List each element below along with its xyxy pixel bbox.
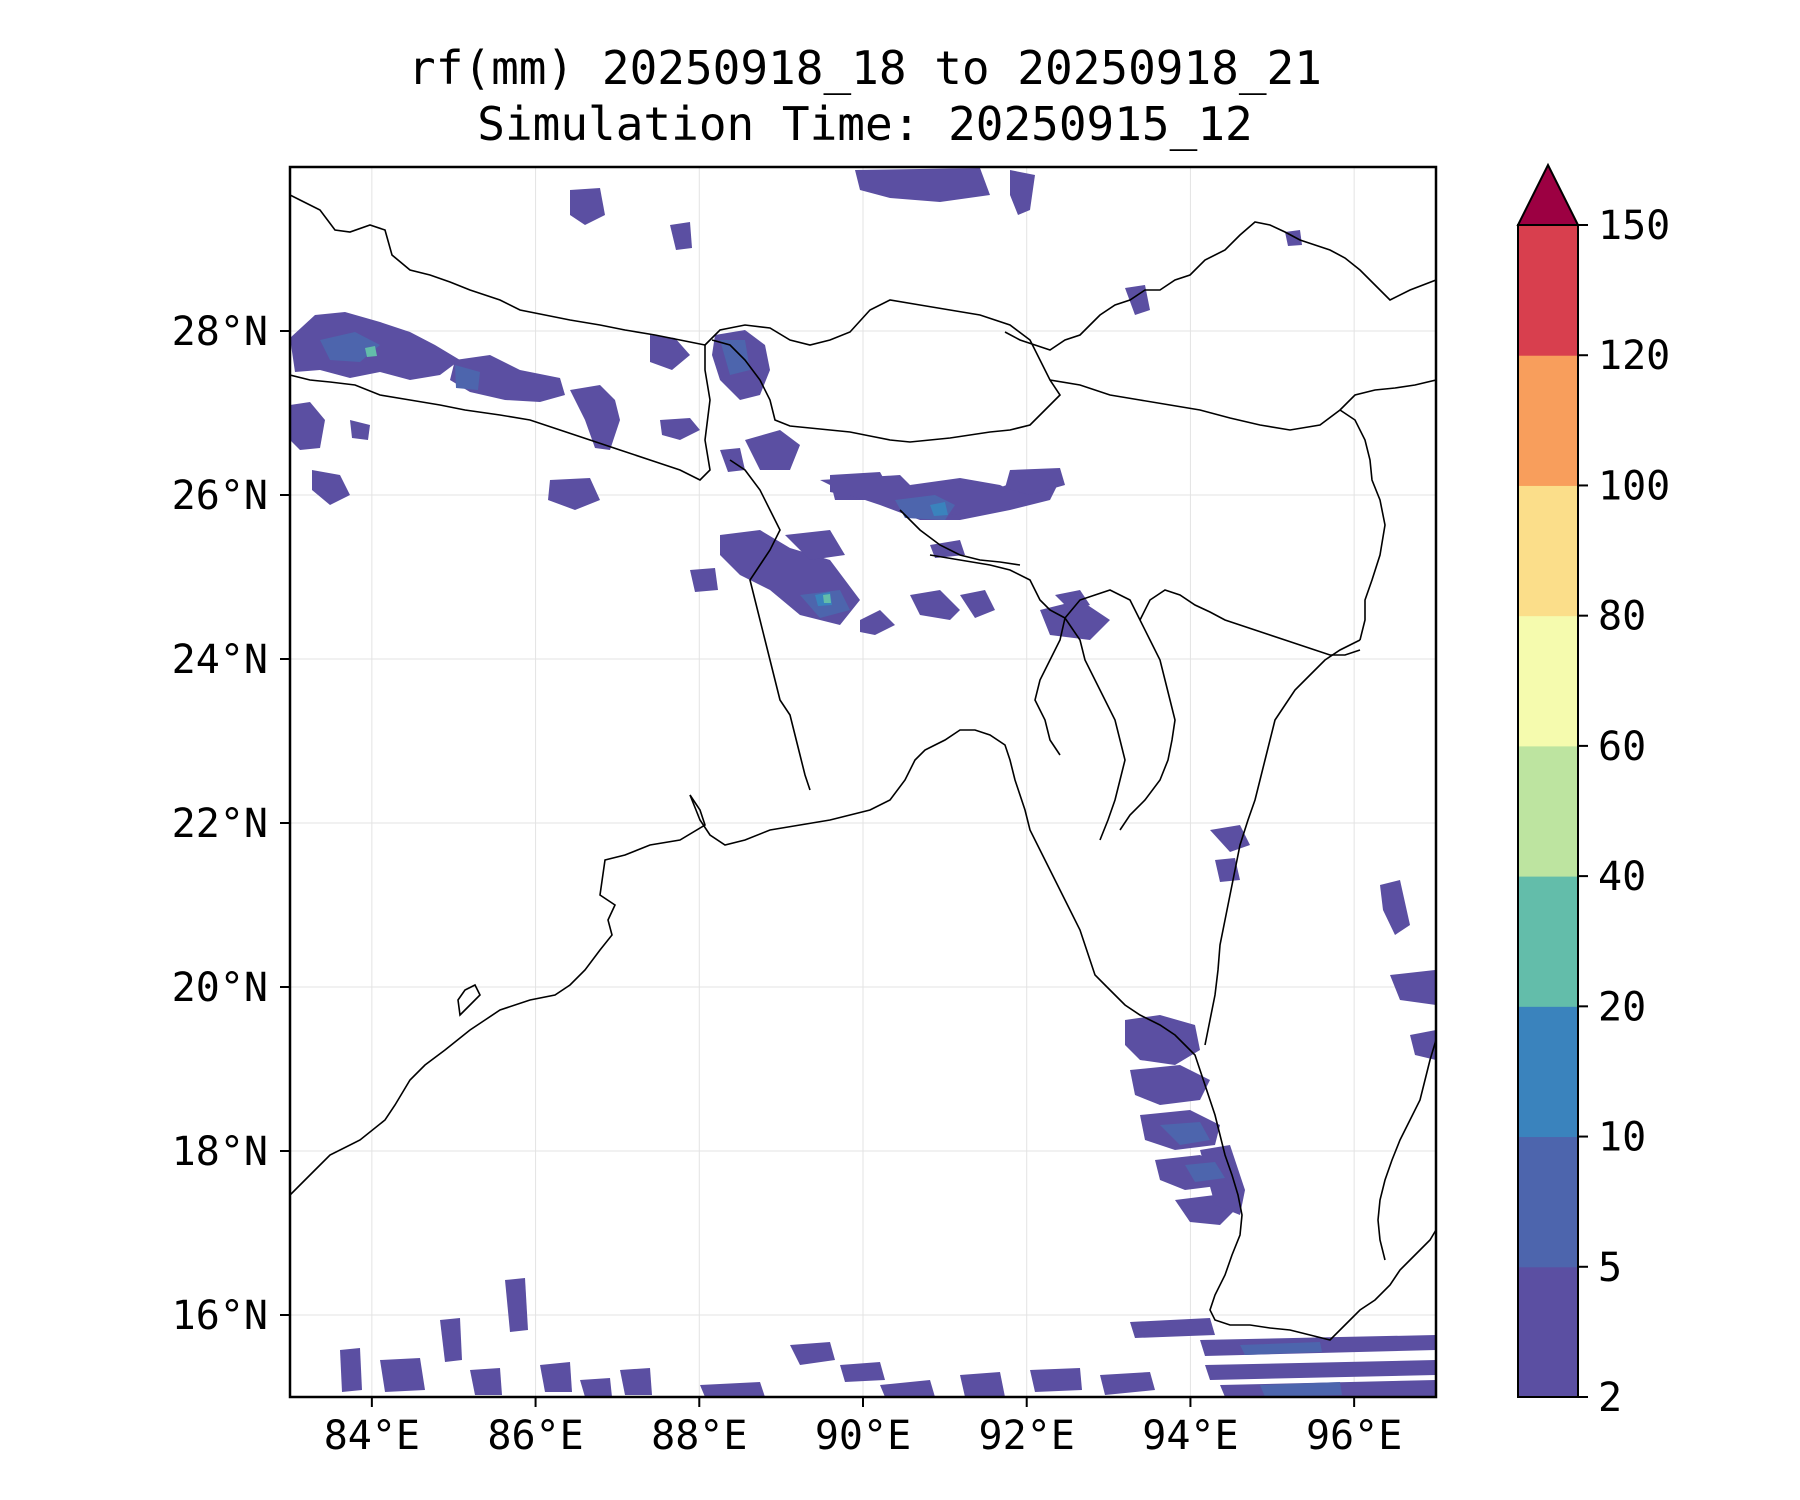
title-line-2: Simulation Time: 20250915_12 [477, 97, 1253, 151]
rain-cells-light-heavy [365, 346, 831, 603]
colorbar-segment [1518, 745, 1578, 877]
colorbar-segment [1518, 1006, 1578, 1138]
map-title: rf(mm) 20250918_18 to 20250918_21 Simula… [290, 40, 1440, 152]
lat-tick-label: 16°N [172, 1293, 268, 1339]
colorbar-tick-label: 2 [1598, 1375, 1622, 1421]
lon-tick-label: 90°E [815, 1413, 911, 1459]
lon-tick-label: 94°E [1142, 1413, 1238, 1459]
rain-cells-northeast [690, 430, 1110, 640]
colorbar-tick-label: 60 [1598, 724, 1646, 770]
colorbar-segment [1518, 485, 1578, 617]
colorbar-tick-label: 40 [1598, 854, 1646, 900]
colorbar-segment [1518, 1136, 1578, 1268]
lon-tick-label: 96°E [1306, 1413, 1402, 1459]
title-line-1: rf(mm) 20250918_18 to 20250918_21 [408, 41, 1322, 95]
colorbar-tick-label: 80 [1598, 594, 1646, 640]
colorbar-segment [1518, 355, 1578, 486]
rain-cells-south-moderate [1240, 1342, 1342, 1397]
colorbar-segment [1518, 225, 1578, 356]
colorbar-segment [1518, 876, 1578, 1007]
lat-tick-label: 22°N [172, 801, 268, 847]
lat-tick-label: 18°N [172, 1129, 268, 1175]
lon-tick-label: 84°E [324, 1413, 420, 1459]
rain-cells-himalaya [290, 168, 1302, 510]
rain-cells-himalaya-moderate [320, 332, 750, 390]
colorbar-segment [1518, 1266, 1578, 1398]
axis-ticks: 84°E 86°E 88°E 90°E 92°E 94°E 96°E 16°N 18°N 20°N… [172, 309, 1403, 1459]
coastlines-borders [290, 194, 1436, 1341]
rain-cells-myanmar-moderate [1160, 1122, 1225, 1182]
lat-tick-label: 20°N [172, 965, 268, 1011]
colorbar-tick-label: 10 [1598, 1115, 1646, 1161]
gridlines [290, 167, 1436, 1397]
lon-tick-label: 86°E [487, 1413, 583, 1459]
lat-tick-label: 26°N [172, 473, 268, 519]
rain-cells-myanmar [1125, 825, 1436, 1225]
colorbar-tick-label: 5 [1598, 1245, 1622, 1291]
colorbar-frame [1517, 224, 1579, 1398]
colorbar-segment [1518, 615, 1578, 747]
lat-tick-label: 24°N [172, 637, 268, 683]
lat-tick-label: 28°N [172, 309, 268, 355]
lon-tick-label: 92°E [979, 1413, 1075, 1459]
colorbar: 2 5 10 20 40 60 80 100 120 150 [1516, 162, 1670, 1421]
rainfall-contours [290, 168, 1436, 1397]
colorbar-tick-label: 120 [1598, 333, 1670, 379]
colorbar-tick-label: 20 [1598, 984, 1646, 1030]
rain-cells-south [340, 1278, 1436, 1397]
colorbar-tick-label: 100 [1598, 463, 1670, 509]
lon-tick-label: 88°E [651, 1413, 747, 1459]
colorbar-extend-triangle [1516, 162, 1580, 226]
colorbar-tick-label: 150 [1598, 203, 1670, 249]
